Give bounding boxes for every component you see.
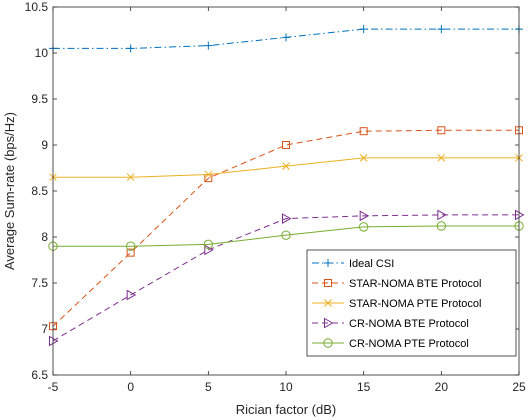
series-3 [49,154,523,182]
data-point-marker [125,241,136,251]
data-point-marker [515,209,525,221]
legend-entry: CR-NOMA PTE Protocol [312,338,469,350]
x-tick-label: 5 [205,380,212,394]
data-point-marker [437,154,446,162]
x-tick-label: 25 [512,380,526,394]
data-point-marker [324,317,334,329]
data-point-marker [281,230,291,240]
legend-label: Ideal CSI [349,258,394,270]
legend-label: CR-NOMA BTE Protocol [349,318,469,330]
data-point-marker [282,141,290,149]
x-tick-label: -5 [48,380,59,394]
legend-entry: Ideal CSI [312,258,394,270]
legend-label: CR-NOMA PTE Protocol [349,338,469,350]
legend-label: STAR-NOMA BTE Protocol [349,278,481,290]
series-4 [49,209,525,347]
x-tick-label: 15 [357,380,371,394]
y-axis-ticks: 6.5 7 7.5 8 8.5 9 9.5 10 10.5 [25,0,519,382]
legend-label: STAR-NOMA PTE Protocol [349,298,481,310]
series-line [53,225,519,247]
x-tick-label: 0 [127,380,134,394]
y-tick-label: 8.5 [31,184,48,198]
data-point-marker [437,25,446,34]
data-point-marker [126,289,137,301]
series-line [52,214,519,342]
data-point-marker [436,221,447,231]
y-tick-label: 10.5 [25,0,49,14]
legend-entry: STAR-NOMA BTE Protocol [312,278,481,290]
y-tick-label: 9.5 [31,92,48,106]
data-point-marker [126,248,135,257]
data-point-marker [359,154,368,162]
x-tick-label: 10 [279,380,293,394]
data-point-marker [359,25,368,34]
data-point-marker [282,213,292,224]
y-tick-label: 8 [41,230,48,244]
x-axis-title: Rician factor (dB) [236,402,336,417]
data-point-marker [126,173,135,182]
data-point-marker [323,338,333,348]
data-point-marker [204,244,214,256]
plot-frame [52,6,520,376]
data-point-marker [437,126,446,135]
data-point-marker [324,259,332,267]
y-tick-label: 7.5 [31,276,48,290]
legend-entry: CR-NOMA BTE Protocol [312,317,469,330]
data-point-marker [324,279,332,287]
legend: Ideal CSI STAR-NOMA BTE Protocol STAR-NOMA… [306,249,517,357]
data-point-marker [437,209,447,221]
y-tick-label: 9 [41,138,48,152]
x-tick-label: 20 [435,380,449,394]
y-tick-label: 7 [41,322,48,336]
data-point-marker [49,335,59,347]
data-point-marker [203,239,214,250]
data-point-marker [204,170,213,179]
data-point-marker [324,299,332,307]
data-point-marker [282,33,290,42]
series-line [52,129,519,327]
data-point-marker [359,210,370,222]
data-point-marker [126,44,135,53]
y-axis-title: Average Sum-rate (bps/Hz) [2,112,17,270]
data-point-marker [204,41,213,50]
y-tick-label: 10 [35,46,49,60]
data-point-marker [282,162,290,171]
legend-entry: STAR-NOMA PTE Protocol [312,298,481,310]
series-layer [48,25,525,347]
x-axis-ticks: -5 0 5 10 15 20 25 [48,7,526,394]
y-tick-label: 6.5 [31,368,48,382]
data-point-marker [358,222,369,232]
data-point-marker [359,127,368,136]
